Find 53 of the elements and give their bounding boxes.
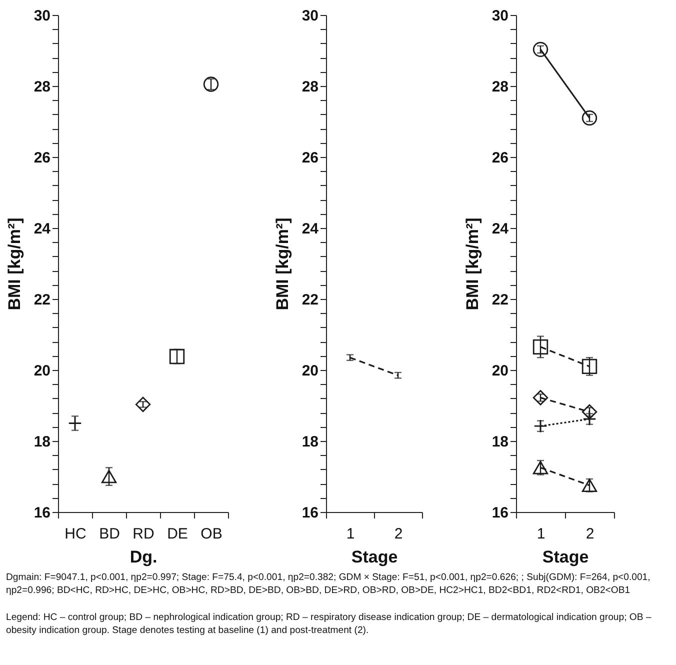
point — [532, 339, 548, 355]
y-tick-label: 16 — [492, 504, 508, 522]
x-tick-label: 1 — [346, 526, 355, 542]
x-tick-label: OB — [200, 526, 222, 542]
x-axis-title: Stage — [542, 548, 589, 566]
y-tick-label: 20 — [302, 362, 318, 380]
y-tick-label: 28 — [302, 78, 318, 96]
y-tick-label: 28 — [34, 78, 50, 96]
y-tick-label: 28 — [492, 78, 508, 96]
y-axis-title: BMI [kg/m²] — [4, 218, 24, 310]
y-axis-title: BMI [kg/m²] — [272, 218, 292, 310]
y-tick-label: 22 — [492, 292, 508, 308]
text: Dgmain: F=9047.1, p<0.001, ηp2=0.997; Stage: F=75.4, p<0.001, ηp2=0.382; GDM × Stage: F=51, p<0.001, ηp2=0.626; ; Subj(GDM): F=264, p<0.001, ηp2=0.996; BD<HC, RD>HC, DE>HC, OB>HC, RD>BD, DE>BD, OB>BD, DE>RD, OB>RD, OB>DE, HC2>HC1, BD2<BD1, RD2<RD1, OB2<OB1 — [6, 572, 652, 598]
x-tick-label: 2 — [586, 526, 594, 542]
y-tick-label: 24 — [302, 220, 320, 238]
x-tick-label: RD — [132, 526, 154, 542]
y-tick-label: 30 — [302, 8, 318, 24]
y-tick-label: 18 — [492, 434, 508, 450]
y-tick-label: 20 — [34, 362, 50, 380]
y-tick-label: 24 — [492, 220, 510, 238]
y-tick-label: 20 — [492, 362, 508, 380]
point — [582, 358, 598, 374]
point — [101, 470, 117, 484]
point — [534, 419, 548, 433]
x-tick-label: HC — [64, 526, 86, 542]
y-tick-label: 16 — [302, 504, 318, 522]
point — [532, 42, 548, 58]
x-axis-title: Stage — [351, 548, 398, 566]
y-tick-label: 16 — [34, 504, 50, 522]
y-tick-label: 26 — [492, 150, 508, 166]
point — [169, 348, 185, 364]
point — [135, 396, 151, 412]
x-tick-label: 1 — [536, 526, 546, 542]
point — [203, 76, 219, 92]
y-tick-label: 26 — [34, 150, 50, 166]
y-tick-label: 22 — [302, 292, 318, 308]
point — [582, 110, 598, 126]
x-tick-label: DE — [167, 526, 188, 542]
y-axis-title: BMI [kg/m²] — [462, 218, 482, 310]
y-tick-label: 18 — [302, 434, 318, 450]
y-tick-label: 30 — [492, 8, 508, 24]
y-tick-label: 18 — [34, 434, 50, 450]
point — [582, 404, 598, 420]
x-tick-label: 2 — [394, 526, 403, 542]
point — [68, 416, 82, 430]
x-axis-title: Dg. — [130, 548, 158, 566]
y-tick-label: 26 — [302, 150, 318, 166]
y-tick-label: 22 — [34, 292, 50, 308]
text: Legend: HC – control group; BD – nephrological indication group; RD – respiratory disease indication group; DE – dermatological indication group; OB – obesity indication group. Stage denotes testing at baseline (1) and post-treatment (2). — [6, 612, 652, 638]
y-tick-label: 30 — [34, 8, 50, 24]
y-tick-label: 24 — [34, 220, 52, 238]
point — [532, 390, 548, 406]
x-tick-label: BD — [99, 526, 120, 542]
